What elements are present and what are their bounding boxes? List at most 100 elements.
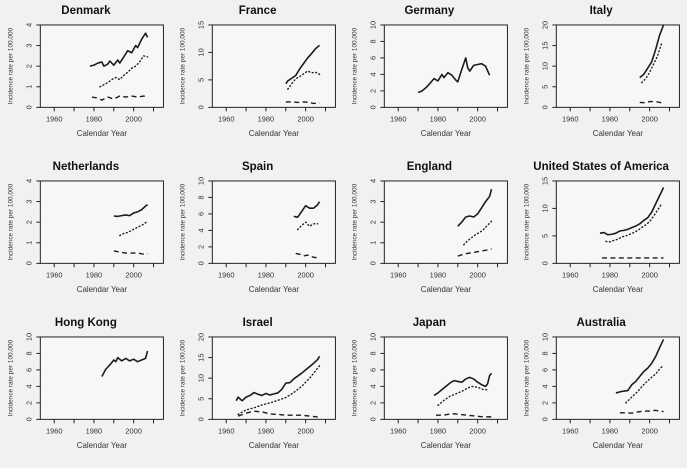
y-tick-label: 0 (540, 105, 549, 109)
y-tick-label: 0 (368, 261, 377, 265)
x-tick-label: 1980 (258, 270, 275, 279)
y-tick-label: 4 (540, 384, 549, 388)
series-dotted-line (462, 220, 493, 246)
plot-box (555, 24, 680, 108)
y-tick-label: 8 (368, 39, 377, 43)
panel-title: Hong Kong (54, 317, 117, 329)
panel-title: Italy (589, 5, 613, 17)
y-tick-label: 15 (540, 41, 549, 49)
plot-box (383, 180, 508, 264)
series-dotted-line (624, 364, 664, 404)
series-dotted-line (297, 221, 319, 231)
chart-panel-spain: Spain 1960 1980 2000 0 2 4 6 8 10 Calendar Year In… (172, 156, 344, 312)
plot-box (40, 336, 165, 420)
y-tick-label: 15 (197, 353, 206, 361)
y-tick-label: 10 (25, 333, 34, 341)
line-plot: 1960 1980 2000 0 2 4 6 8 10 Calendar Year Incidenc… (523, 333, 680, 450)
y-tick-label: 10 (540, 62, 549, 70)
panel-title: Israel (242, 317, 273, 329)
y-tick-label: 4 (368, 179, 377, 183)
y-tick-label: 4 (368, 384, 377, 388)
y-tick-label: 15 (197, 21, 206, 29)
series-solid-line (101, 350, 149, 377)
line-plot: 1960 1980 2000 0 5 10 15 20 Calendar Year Inciden… (180, 333, 337, 450)
x-tick-label: 1980 (86, 426, 103, 435)
line-plot: 1960 1980 2000 0 1 2 3 4 Calendar Year Incidence … (8, 23, 165, 138)
panel-title: Netherlands (52, 161, 120, 173)
y-tick-label: 1 (368, 241, 377, 245)
y-axis-label: Incidence rate per 100,000 (180, 183, 187, 260)
x-tick-label: 2000 (126, 270, 143, 279)
chart-panel-denmark: Denmark 1960 1980 2000 0 1 2 3 4 Calendar Year In… (0, 0, 172, 156)
x-tick-label: 1960 (562, 426, 579, 435)
series-solid-line (457, 188, 493, 227)
x-tick-label: 2000 (641, 114, 658, 123)
panel-title: France (238, 5, 277, 17)
x-tick-label: 1980 (86, 114, 103, 123)
y-tick-label: 2 (368, 220, 377, 224)
y-tick-label: 15 (540, 177, 549, 185)
x-axis-label: Calendar Year (592, 129, 643, 138)
y-tick-label: 10 (540, 333, 549, 341)
x-axis-label: Calendar Year (77, 441, 128, 450)
y-axis-label: Incidence rate per 100,000 (8, 27, 15, 104)
y-tick-label: 6 (25, 368, 34, 372)
series-solid-line (599, 187, 664, 236)
x-tick-label: 2000 (469, 270, 486, 279)
series-solid-line (285, 44, 321, 85)
y-tick-label: 10 (197, 48, 206, 56)
line-plot: 1960 1980 2000 0 5 10 15 Calendar Year Incidence… (523, 177, 680, 294)
y-axis-label: Incidence rate per 100,000 (523, 339, 530, 416)
line-plot: 1960 1980 2000 0 5 10 15 Calendar Year Incidence… (180, 21, 337, 138)
line-plot: 1960 1980 2000 0 1 2 3 4 Calendar Year Incidence … (351, 179, 508, 294)
x-tick-label: 2000 (126, 114, 143, 123)
y-tick-label: 8 (197, 195, 206, 199)
x-tick-label: 2000 (469, 114, 486, 123)
y-tick-label: 5 (540, 85, 549, 89)
y-tick-label: 10 (197, 374, 206, 382)
x-tick-label: 2000 (298, 114, 315, 123)
x-tick-label: 2000 (469, 426, 486, 435)
x-tick-label: 2000 (641, 270, 658, 279)
y-tick-label: 10 (540, 204, 549, 212)
x-tick-label: 2000 (641, 426, 658, 435)
series-dashed-line (619, 409, 664, 414)
chart-panel-usa: United States of America 1960 1980 2000 0 5 1… (515, 156, 687, 312)
y-tick-label: 4 (25, 384, 34, 388)
y-tick-label: 5 (197, 397, 206, 401)
y-tick-label: 5 (197, 78, 206, 82)
y-tick-label: 0 (25, 417, 34, 421)
chart-panel-israel: Israel 1960 1980 2000 0 5 10 15 20 Calendar Year… (172, 312, 344, 468)
x-axis-label: Calendar Year (592, 441, 643, 450)
x-axis-label: Calendar Year (592, 285, 643, 294)
y-tick-label: 20 (540, 21, 549, 29)
x-axis-label: Calendar Year (249, 285, 300, 294)
y-tick-label: 0 (197, 261, 206, 265)
x-tick-label: 1960 (218, 114, 235, 123)
y-tick-label: 10 (197, 177, 206, 185)
y-tick-label: 6 (368, 56, 377, 60)
y-tick-label: 8 (540, 351, 549, 355)
y-tick-label: 0 (368, 417, 377, 421)
chart-panel-netherlands: Netherlands 1960 1980 2000 0 1 2 3 4 Calendar Ye… (0, 156, 172, 312)
panel-title: England (406, 161, 453, 173)
y-tick-label: 0 (540, 417, 549, 421)
x-tick-label: 1980 (601, 270, 618, 279)
panel-title: United States of America (533, 161, 669, 173)
chart-panel-hong-kong: Hong Kong 1960 1980 2000 0 2 4 6 8 10 Calendar Ye… (0, 312, 172, 468)
x-tick-label: 1980 (86, 270, 103, 279)
x-tick-label: 1980 (601, 114, 618, 123)
y-tick-label: 4 (25, 179, 34, 183)
y-tick-label: 0 (197, 417, 206, 421)
y-axis-label: Incidence rate per 100,000 (351, 27, 358, 104)
x-tick-label: 1960 (390, 270, 407, 279)
line-plot: 1960 1980 2000 0 5 10 15 20 Calendar Year Inciden… (523, 21, 680, 138)
plot-box (555, 336, 680, 420)
chart-panel-england: England 1960 1980 2000 0 1 2 3 4 Calendar Year In… (344, 156, 516, 312)
y-tick-label: 10 (368, 21, 377, 29)
y-tick-label: 3 (25, 43, 34, 47)
x-tick-label: 2000 (298, 426, 315, 435)
series-dashed-line (457, 248, 492, 257)
x-tick-label: 1960 (562, 114, 579, 123)
